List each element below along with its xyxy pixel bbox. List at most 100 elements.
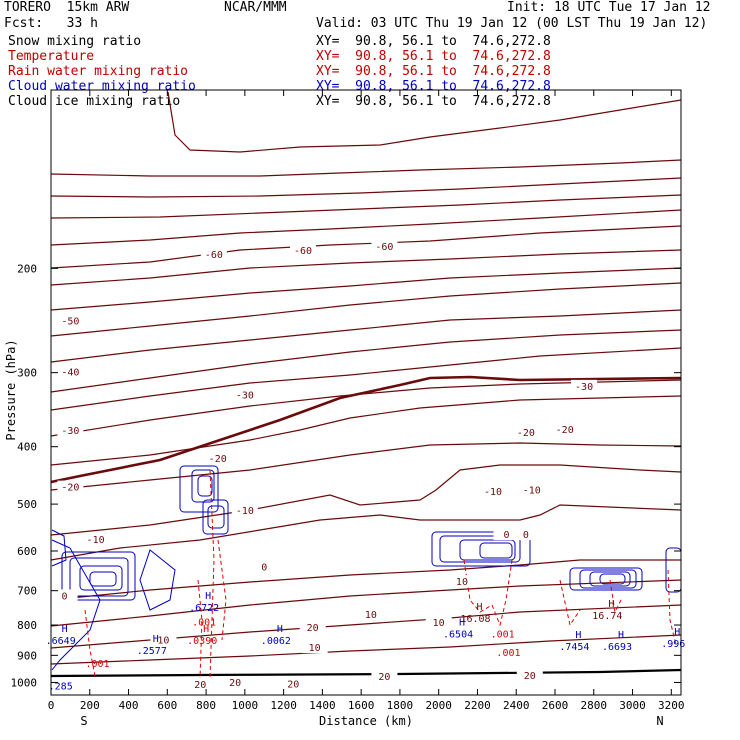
isotherm-label-bg [231, 504, 258, 517]
maximum-marker: H [62, 624, 68, 635]
x-tick-label: 1000 [232, 699, 259, 712]
isotherm-label-bg [551, 423, 578, 436]
field-name-snow: Snow mixing ratio [8, 34, 142, 49]
cloud-water-contour [179, 465, 219, 513]
isotherm [167, 91, 682, 153]
maximum-value: .0062 [261, 636, 291, 647]
isotherm-label: -10 [523, 485, 541, 496]
isotherm-label: -60 [205, 250, 223, 261]
isotherm-label: 0 [62, 591, 68, 602]
isotherm-label-bg [299, 621, 326, 634]
axes: 0 200 400 600 800 1000 1200 1400 1600 1800 2000 220… [11, 89, 685, 712]
cloud-water-contours [51, 465, 682, 671]
x-tick-label: 800 [196, 699, 216, 712]
rain-contours [84, 469, 677, 679]
cloud-water-contour [439, 535, 521, 563]
y-tick-label: 200 [17, 262, 37, 275]
maximum-value: .0390 [187, 636, 217, 647]
isotherm [50, 194, 682, 219]
x-tick-label: 3000 [619, 699, 646, 712]
isotherm-label: -30 [61, 426, 79, 437]
y-tick-label: 600 [17, 545, 37, 558]
y-tick-label: 900 [17, 649, 37, 662]
maximum-marker: H [459, 617, 465, 628]
cloud-water-contour [79, 565, 123, 591]
isotherm [50, 504, 682, 561]
maximum-value: .996 [661, 639, 685, 650]
isotherm-label: -60 [294, 246, 312, 257]
x-tick-label: 1800 [387, 699, 414, 712]
isotherm-label-bg [204, 452, 231, 465]
isotherm-label: 10 [157, 636, 169, 647]
maximum-value: .001 [85, 659, 109, 670]
isotherm-label-bg [290, 244, 316, 257]
isotherm-label-bg [425, 615, 452, 628]
cloud-water-contour [89, 571, 117, 587]
field-name-temperature: Temperature [8, 49, 95, 64]
isotherm [50, 309, 682, 363]
isotherm [50, 395, 682, 466]
x-tick-label: 1600 [348, 699, 375, 712]
isotherm-label: 20 [524, 671, 536, 682]
isotherm-label: -10 [87, 535, 105, 546]
isotherm-label-bg [512, 528, 539, 541]
isotherm-label: -20 [517, 428, 535, 439]
isotherm [50, 329, 682, 393]
isotherm-label: 0 [523, 530, 529, 541]
isotherm [50, 209, 682, 246]
rain-contour [197, 579, 203, 679]
isotherm-label: 10 [456, 577, 468, 588]
isotherm [50, 225, 682, 269]
init-time: Init: 18 UTC Tue 17 Jan 12 [507, 0, 711, 15]
cloud-water-contour [479, 542, 513, 559]
maximum-marker: H [618, 630, 624, 641]
y-tick-label: 1000 [11, 676, 38, 689]
maximum-marker: H [203, 624, 209, 635]
y-tick-label: 800 [17, 619, 37, 632]
org-label: NCAR/MMM [224, 0, 287, 15]
isotherm [50, 267, 682, 311]
rain-contour [209, 469, 215, 679]
x-tick-label: 0 [48, 699, 55, 712]
isotherm-label: -20 [209, 454, 227, 465]
isotherm-label: 20 [194, 680, 206, 691]
isotherm-label: 10 [309, 643, 321, 654]
isotherm-label-bg [571, 379, 598, 392]
isotherm [50, 464, 682, 536]
cloud-water-contour [589, 571, 631, 587]
isotherm [50, 347, 682, 411]
isotherm-label-bg [512, 425, 539, 438]
isotherm-label: -10 [236, 506, 254, 517]
cloud-water-contour [579, 569, 637, 589]
isotherm-label: -20 [61, 483, 79, 494]
cloud-water-contour [202, 499, 229, 535]
ground-line [50, 668, 682, 678]
x-tick-label: 400 [119, 699, 139, 712]
x-tick-label: 2400 [503, 699, 530, 712]
right-endpoint-label: N [656, 714, 663, 728]
rain-contour [84, 609, 96, 677]
isotherm-label-bg [371, 239, 398, 252]
isotherm-label: -30 [236, 391, 254, 402]
isotherm-label: 20 [378, 672, 390, 683]
isotherm-label: -30 [575, 382, 593, 393]
maximum-value: .001 [491, 629, 515, 640]
isotherm-label: 10 [365, 610, 377, 621]
rain-contour [559, 579, 581, 627]
maximum-value: .6649 [46, 636, 76, 647]
x-tick-label: 3200 [658, 699, 685, 712]
y-tick-label: 700 [17, 585, 37, 598]
cloud-water-contour [459, 539, 516, 561]
x-tick-label: 2200 [464, 699, 491, 712]
isotherm [50, 559, 681, 601]
isotherm [50, 634, 682, 665]
maximum-marker: H [477, 602, 483, 613]
maximum-value: .001 [192, 617, 216, 628]
isotherm [50, 579, 682, 627]
isotherm-label-bg [371, 670, 398, 683]
isotherm-label-bg [222, 675, 249, 688]
maximum-value: .6693 [602, 642, 632, 653]
isotherm-label: -20 [556, 425, 574, 436]
valid-time: Valid: 03 UTC Thu 19 Jan 12 (00 LST Thu … [316, 16, 708, 31]
